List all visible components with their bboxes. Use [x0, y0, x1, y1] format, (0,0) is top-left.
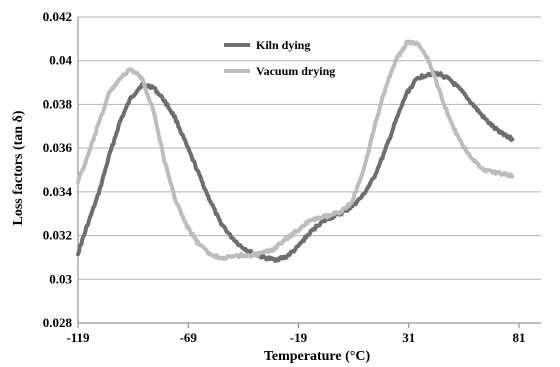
y-tick-label: 0.038 [43, 96, 73, 111]
legend-label-vacuum: Vacuum drying [256, 64, 335, 78]
x-tick-label: -19 [290, 330, 308, 345]
y-axis-title: Loss factors (tan δ) [11, 110, 26, 225]
x-tick-label: -69 [180, 330, 198, 345]
series-line-kiln-dying [76, 70, 515, 263]
axes [77, 17, 541, 328]
y-tick-label: 0.028 [43, 315, 73, 330]
y-tick-label: 0.032 [43, 228, 72, 243]
y-tick-label: 0.036 [43, 140, 73, 155]
y-tick-label: 0.042 [43, 9, 72, 24]
series-group [76, 39, 515, 263]
series-line-vacuum-drying [76, 39, 515, 261]
y-tick-label: 0.03 [49, 271, 72, 286]
x-axis-title: Temperature (°C) [264, 349, 371, 364]
legend-label-kiln: Kiln dying [256, 38, 310, 52]
legend: Kiln dying Vacuum drying [224, 38, 335, 78]
gridlines [78, 16, 541, 280]
tick-labels: 0.028 0.03 0.032 0.034 0.036 0.038 0.04 0.042 -1… [43, 9, 526, 345]
x-tick-label: 31 [402, 330, 415, 345]
x-tick-label: 81 [512, 330, 525, 345]
x-tick-label: -119 [66, 330, 90, 345]
y-tick-label: 0.034 [43, 184, 73, 199]
y-tick-label: 0.04 [49, 53, 72, 68]
